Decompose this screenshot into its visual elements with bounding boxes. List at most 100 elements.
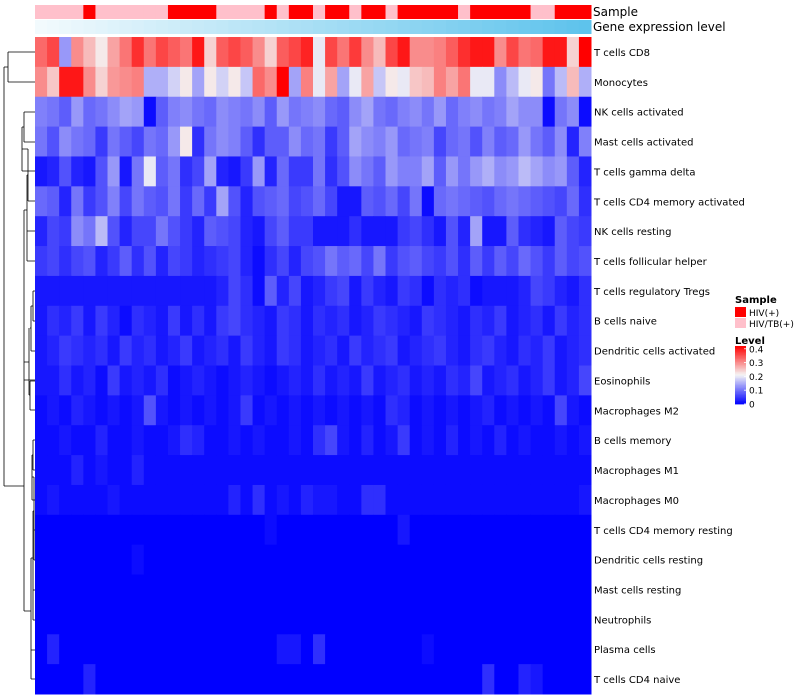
heatmap-cell (252, 425, 266, 456)
heatmap-cell (385, 216, 399, 247)
heatmap-cell (204, 425, 217, 456)
heatmap-cell (252, 216, 266, 247)
heatmap-cell (288, 544, 302, 576)
gene-level-cell (35, 20, 48, 34)
heatmap-cell (530, 37, 544, 68)
heatmap-cell (421, 604, 435, 635)
heatmap-cell (409, 455, 423, 486)
heatmap-cell (35, 484, 48, 516)
heatmap-cell (373, 604, 387, 635)
heatmap-cell (337, 514, 350, 546)
heatmap-cell (530, 126, 544, 157)
heatmap-cell (264, 37, 278, 68)
heatmap-cell (518, 544, 532, 576)
heatmap-cell (131, 246, 145, 277)
heatmap-cell (83, 664, 96, 695)
heatmap-cell (313, 484, 326, 516)
heatmap-cell (313, 604, 326, 635)
heatmap-cell (228, 365, 241, 396)
heatmap-cell (71, 514, 84, 546)
heatmap-cell (155, 156, 169, 187)
sample-track-cell (252, 5, 266, 19)
heatmap-cell (361, 604, 374, 635)
heatmap-cell (445, 275, 459, 307)
gene-level-cell (192, 20, 205, 34)
heatmap-cell (433, 604, 447, 635)
heatmap-cell (192, 66, 205, 98)
row-label: T cells gamma delta (593, 167, 695, 178)
heatmap-cell (397, 66, 411, 98)
heatmap-cell (470, 544, 483, 576)
heatmap-cell (518, 275, 532, 307)
heatmap-cell (252, 335, 266, 366)
heatmap-cell (180, 156, 193, 187)
heatmap-cell (35, 634, 48, 665)
heatmap-cell (59, 514, 72, 546)
heatmap-cell (494, 395, 507, 426)
heatmap-cell (397, 365, 411, 396)
heatmap-cell (180, 275, 193, 307)
heatmap-cell (71, 365, 84, 396)
heatmap-cell (554, 186, 568, 217)
heatmap-cell (445, 37, 459, 68)
heatmap-cell (216, 634, 229, 665)
heatmap-cell (216, 156, 229, 187)
heatmap-cell (421, 634, 435, 665)
heatmap-cell (578, 216, 592, 247)
heatmap-cell (409, 544, 423, 576)
heatmap-cell (167, 216, 181, 247)
heatmap-cell (276, 425, 290, 456)
gene-level-cell (482, 20, 495, 34)
heatmap-cell (204, 216, 217, 247)
heatmap-cell (482, 574, 495, 605)
heatmap-cell (167, 156, 181, 187)
heatmap-cell (47, 96, 60, 128)
heatmap-cell (397, 216, 411, 247)
heatmap-cell (433, 246, 447, 277)
heatmap-cell (300, 365, 314, 396)
sample-track-cell (458, 5, 471, 19)
heatmap-cell (494, 425, 507, 456)
heatmap-cell (204, 664, 217, 695)
heatmap-cell (337, 186, 350, 217)
heatmap-cell (349, 544, 362, 576)
heatmap-cell (313, 544, 326, 576)
heatmap-cell (167, 425, 181, 456)
heatmap-cell (313, 335, 326, 366)
heatmap-cell (506, 604, 519, 635)
heatmap-cell (35, 514, 48, 546)
heatmap-cell (373, 335, 387, 366)
heatmap-cell (542, 484, 556, 516)
heatmap-cell (131, 484, 145, 516)
heatmap-cell (325, 216, 338, 247)
heatmap-cell (337, 37, 350, 68)
heatmap-cell (385, 37, 399, 68)
heatmap-cell (385, 395, 399, 426)
sample-track-cell (155, 5, 169, 19)
heatmap-cell (288, 335, 302, 366)
heatmap-cell (155, 544, 169, 576)
heatmap-cell (167, 455, 181, 486)
heatmap-cell (131, 126, 145, 157)
heatmap-cell (228, 514, 241, 546)
heatmap-cell (192, 634, 205, 665)
heatmap-cell (192, 365, 205, 396)
level-legend-gradient-step (735, 367, 746, 370)
heatmap-cell (228, 395, 241, 426)
heatmap-cell (264, 604, 278, 635)
heatmap-cell (518, 484, 532, 516)
heatmap-cell (578, 66, 592, 98)
heatmap-cell (119, 425, 133, 456)
sample-track-cell (337, 5, 350, 19)
heatmap-cell (71, 126, 84, 157)
heatmap-cell (325, 425, 338, 456)
heatmap-cell (397, 156, 411, 187)
heatmap-cell (83, 484, 96, 516)
heatmap-cell (373, 156, 387, 187)
gene-level-cell (276, 20, 290, 34)
sample-track-cell (35, 5, 48, 19)
heatmap-cell (216, 604, 229, 635)
heatmap-cell (506, 544, 519, 576)
gene-level-cell (349, 20, 362, 34)
heatmap-cell (95, 395, 109, 426)
